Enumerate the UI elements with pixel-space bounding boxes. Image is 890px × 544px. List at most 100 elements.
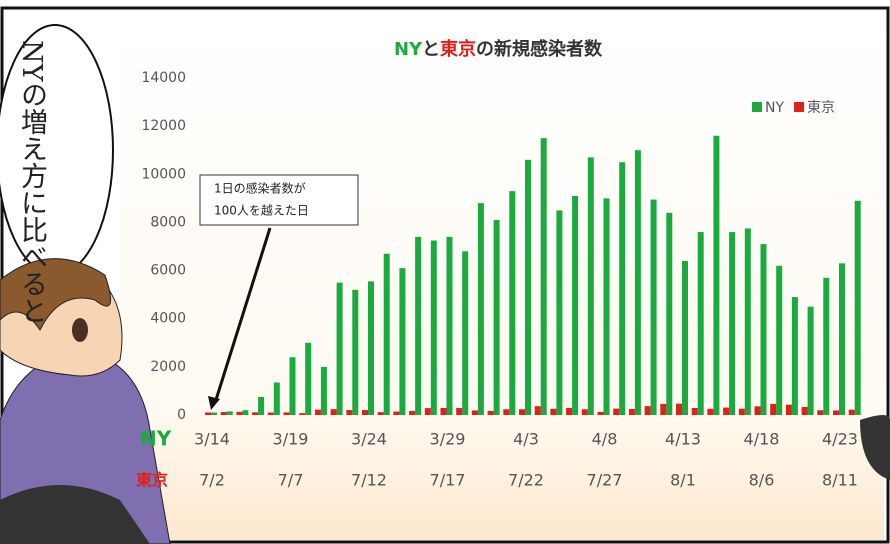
- bar: [839, 263, 845, 415]
- x-tick-label: 7/7: [278, 471, 304, 490]
- x-tick-label: 8/6: [749, 471, 775, 490]
- bar: [509, 191, 515, 415]
- bar: [384, 254, 390, 415]
- bar: [556, 210, 562, 415]
- bar: [823, 278, 829, 415]
- bar: [849, 410, 855, 415]
- bar: [227, 411, 233, 415]
- bar: [346, 410, 352, 415]
- annotation: 1日の感染者数が: [214, 181, 306, 196]
- bar: [629, 409, 635, 415]
- y-tick-label: 0: [177, 407, 186, 423]
- bar: [299, 413, 305, 415]
- legend-label: 東京: [807, 100, 835, 116]
- bar: [786, 405, 792, 415]
- bar: [660, 404, 666, 415]
- bar: [305, 343, 311, 415]
- bar: [761, 244, 767, 415]
- x-tick-label: 7/12: [351, 471, 387, 490]
- bar: [550, 409, 556, 415]
- bar: [447, 237, 453, 415]
- bar: [707, 409, 713, 415]
- x-tick-label: 8/11: [822, 471, 858, 490]
- y-tick-label: 8000: [150, 214, 186, 230]
- x-tick-label: 3/14: [194, 430, 230, 449]
- bar: [713, 136, 719, 415]
- bar: [258, 397, 264, 415]
- bar: [666, 213, 672, 415]
- legend-swatch: [752, 102, 762, 112]
- bar: [808, 307, 814, 415]
- y-tick-label: 4000: [150, 311, 186, 327]
- bar: [619, 162, 625, 415]
- bar: [645, 406, 651, 415]
- x-tick-label: 4/3: [513, 430, 539, 449]
- bar: [566, 408, 572, 415]
- bar: [205, 412, 211, 415]
- bar: [315, 410, 321, 415]
- bar: [817, 410, 823, 415]
- bar: [252, 412, 258, 415]
- annotation-arrow: [215, 228, 270, 403]
- bar: [441, 408, 447, 415]
- annotation: 100人を越えた日: [214, 204, 309, 218]
- page: {"speech_bubble": ["NYの増え方に", "比べると"], "…: [0, 0, 890, 544]
- x-tick-label: 3/24: [351, 430, 387, 449]
- bar: [588, 157, 594, 415]
- bar: [488, 411, 494, 415]
- y-tick-label: 10000: [141, 166, 186, 182]
- bar: [211, 413, 217, 415]
- y-tick-label: 2000: [150, 359, 186, 375]
- arrow-head: [208, 396, 220, 410]
- bar: [478, 203, 484, 415]
- bar: [535, 406, 541, 415]
- title-part: の新規感染者数: [476, 38, 603, 60]
- bar: [692, 408, 698, 415]
- category-row-name: NY: [140, 427, 172, 451]
- x-tick-label: 8/1: [670, 471, 696, 490]
- title-part: 東京: [440, 38, 476, 60]
- bar: [739, 409, 745, 415]
- bar: [503, 409, 509, 415]
- chart-title: NYと東京の新規感染者数: [394, 38, 603, 60]
- category-row-name: 東京: [136, 471, 168, 490]
- x-tick-label: 7/27: [587, 471, 623, 490]
- x-tick-label: 3/29: [430, 430, 466, 449]
- x-tick-label: 4/18: [744, 430, 780, 449]
- legend-label: NY: [765, 100, 784, 116]
- x-tick-label: 4/13: [665, 430, 701, 449]
- x-tick-label: 7/22: [508, 471, 544, 490]
- bar: [331, 409, 337, 415]
- y-tick-label: 14000: [141, 70, 186, 86]
- bar: [598, 412, 604, 415]
- bar: [494, 220, 500, 415]
- bar: [676, 404, 682, 415]
- bar: [582, 409, 588, 415]
- bar: [776, 266, 782, 415]
- title-part: と: [422, 39, 440, 60]
- bar: [635, 150, 641, 415]
- bar: [456, 408, 462, 415]
- bar: [399, 268, 405, 415]
- bar: [462, 251, 468, 415]
- bar: [723, 408, 729, 415]
- bar: [698, 232, 704, 415]
- bar: [855, 201, 861, 415]
- bar: [792, 297, 798, 415]
- x-tick-label: 7/2: [199, 471, 225, 490]
- bar: [745, 228, 751, 415]
- bar: [415, 237, 421, 415]
- bar: [431, 240, 437, 415]
- title-part: NY: [394, 39, 423, 60]
- bar: [525, 160, 531, 415]
- bar: [519, 409, 525, 415]
- bar: [242, 410, 248, 415]
- bar: [337, 283, 343, 415]
- y-tick-label: 6000: [150, 263, 186, 279]
- bar: [378, 412, 384, 415]
- bar: [274, 383, 280, 415]
- bar: [284, 412, 290, 415]
- bar: [393, 412, 399, 415]
- bar: [321, 367, 327, 415]
- bar: [352, 290, 358, 415]
